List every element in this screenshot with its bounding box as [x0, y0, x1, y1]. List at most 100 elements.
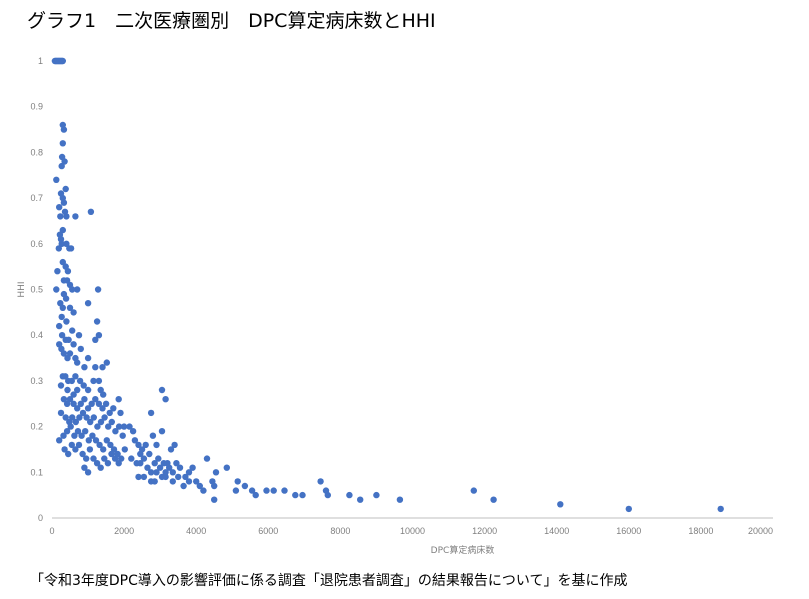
data-point	[185, 478, 193, 485]
data-point	[263, 487, 270, 494]
data-point	[70, 341, 77, 348]
data-point	[63, 400, 71, 407]
y-tick-label: 0.1	[30, 467, 43, 477]
scatter-chart: 0 2000 4000 6000 8000 10000 12000 14000 16000 180…	[17, 56, 773, 556]
data-point	[146, 450, 153, 458]
data-point	[60, 126, 68, 133]
data-point	[94, 423, 101, 430]
data-point	[90, 414, 98, 421]
data-point	[162, 469, 169, 476]
data-point	[158, 386, 166, 394]
data-point	[85, 437, 93, 444]
data-point	[59, 304, 66, 311]
data-point	[55, 245, 62, 252]
data-point	[100, 446, 107, 453]
data-point	[490, 496, 497, 503]
x-tick-label: 10000	[400, 526, 425, 536]
data-point	[211, 496, 218, 503]
x-tick-label: 18000	[688, 526, 713, 536]
data-point	[252, 491, 259, 499]
data-point	[166, 464, 173, 471]
data-point	[66, 304, 74, 311]
data-point	[131, 437, 139, 444]
data-point	[128, 455, 135, 462]
data-point	[193, 478, 200, 485]
data-point	[149, 432, 157, 439]
data-point	[153, 441, 160, 449]
data-point	[175, 473, 182, 481]
x-tick-labels: 0 2000 4000 6000 8000 10000 12000 14000 16000 180…	[49, 526, 773, 536]
data-point	[70, 309, 77, 316]
y-axis-label: HHI	[17, 281, 27, 297]
data-point	[108, 450, 115, 458]
data-point	[84, 469, 92, 476]
data-point	[97, 464, 104, 471]
data-point	[62, 295, 70, 302]
data-point	[95, 332, 103, 339]
data-point	[94, 286, 102, 293]
data-point	[92, 336, 99, 343]
data-point	[54, 268, 61, 275]
source-note: 「令和3年度DPC導入の影響評価に係る調査「退院患者調査」の結果報告について」を…	[30, 573, 628, 589]
data-point	[56, 437, 63, 444]
data-point	[196, 482, 203, 490]
data-point	[180, 482, 187, 490]
data-point	[74, 428, 82, 435]
data-point	[317, 478, 324, 485]
data-point	[87, 418, 94, 426]
data-point	[96, 441, 103, 449]
data-point	[76, 377, 84, 385]
data-point	[137, 460, 144, 467]
data-point	[182, 473, 189, 481]
data-point	[62, 373, 69, 380]
data-point	[156, 464, 164, 471]
data-point	[60, 199, 68, 206]
data-point	[84, 300, 92, 307]
data-point	[176, 464, 184, 471]
data-point	[151, 460, 158, 467]
data-point	[86, 446, 94, 453]
data-point	[147, 409, 155, 417]
data-point	[87, 208, 95, 215]
page-title: グラフ1 二次医療圏別 DPC算定病床数とHHI	[27, 10, 436, 32]
x-tick-label: 14000	[544, 526, 569, 536]
data-point	[299, 491, 306, 499]
data-point	[63, 213, 70, 220]
data-point	[84, 386, 92, 394]
data-point	[68, 441, 76, 449]
data-point	[102, 400, 110, 407]
data-point	[66, 350, 74, 357]
data-point	[58, 162, 65, 170]
data-point	[81, 396, 88, 403]
data-point	[248, 487, 256, 494]
data-point	[53, 176, 60, 183]
data-point	[61, 158, 68, 165]
y-tick-label: 0.5	[30, 285, 43, 295]
data-point	[65, 450, 72, 458]
data-point	[81, 364, 88, 371]
data-point	[92, 437, 100, 444]
data-point	[99, 364, 106, 371]
x-tick-label: 0	[49, 526, 54, 536]
data-point	[84, 354, 92, 362]
data-point	[93, 460, 101, 467]
data-point	[126, 423, 133, 430]
y-tick-label: 0.3	[30, 376, 43, 386]
data-point	[223, 464, 230, 471]
data-point	[77, 400, 85, 407]
data-point	[64, 386, 71, 394]
data-point	[169, 478, 176, 485]
data-point	[77, 345, 85, 353]
data-point	[92, 396, 99, 403]
data-point	[79, 450, 86, 458]
data-point	[84, 405, 92, 412]
data-point	[169, 469, 176, 476]
data-point	[158, 473, 166, 481]
data-point	[158, 428, 166, 435]
data-point	[61, 446, 68, 453]
data-point	[69, 286, 76, 293]
data-point	[74, 286, 81, 293]
data-point	[135, 441, 142, 449]
data-point	[104, 460, 112, 467]
x-axis-label: DPC算定病床数	[431, 544, 495, 556]
